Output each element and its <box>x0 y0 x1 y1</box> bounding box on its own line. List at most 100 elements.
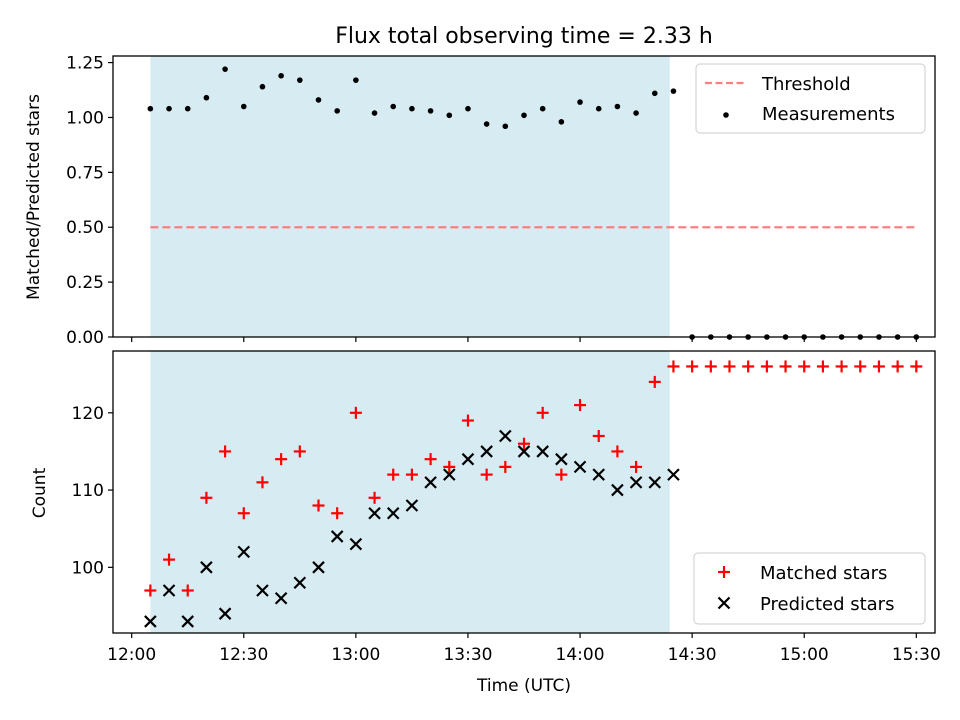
measurement-point <box>184 105 191 112</box>
predicted-star-point <box>629 476 643 489</box>
measurement-point <box>166 105 172 112</box>
measurements-legend-label: Measurements <box>762 104 895 125</box>
matched-star-point <box>742 360 755 373</box>
bottom-y-ticks: 100 110 120 <box>72 404 113 578</box>
matched-star-point <box>723 360 736 373</box>
measurement-point <box>595 105 602 112</box>
matched-star-points <box>144 360 923 597</box>
predicted-star-point <box>181 615 195 628</box>
predicted-star-point <box>162 584 176 597</box>
matched-star-point <box>592 429 605 442</box>
matched-star-point <box>424 453 437 466</box>
matched-star-point <box>854 360 867 373</box>
predicted-star-point <box>256 584 269 597</box>
matched-star-point <box>779 360 792 373</box>
measurement-point <box>222 66 228 72</box>
bottom-legend: Matched stars Predicted stars <box>693 552 926 625</box>
bottom-y-tick-label: 100 <box>72 558 104 578</box>
predicted-star-point <box>592 468 606 481</box>
matched-star-point <box>312 499 325 512</box>
matched-star-point <box>798 360 811 373</box>
predicted-star-point <box>274 591 288 605</box>
measurement-point <box>577 99 583 105</box>
predicted-star-point <box>293 576 307 590</box>
predicted-star-point <box>667 468 680 481</box>
matched-star-point <box>630 460 643 473</box>
matched-star-point <box>499 460 512 473</box>
top-y-tick-label: 0.75 <box>66 163 104 183</box>
measurement-point <box>297 77 303 83</box>
measurement-point <box>614 103 621 110</box>
predicted-star-point <box>312 561 325 574</box>
matched-star-point <box>181 584 194 597</box>
top-y-tick-label: 0.00 <box>66 328 104 348</box>
matched-star-point <box>237 507 250 520</box>
top-panel: 0.00 0.25 0.50 0.75 1.00 1.25 Matched/Predict… <box>24 54 936 348</box>
measurement-point <box>465 105 471 112</box>
bottom-x-tick-label: 12:30 <box>219 645 268 665</box>
predicted-star-points <box>144 429 680 628</box>
measurement-point <box>278 72 284 79</box>
matched-star-point <box>368 491 381 504</box>
bottom-x-tick-label: 15:00 <box>780 645 829 665</box>
top-y-tick-label: 1.25 <box>66 54 104 74</box>
matched-legend-marker <box>718 566 730 578</box>
chart-title: Flux total observing time = 2.33 h <box>335 24 713 49</box>
matched-star-point <box>835 360 848 373</box>
measurement-point <box>147 105 154 112</box>
predicted-star-point <box>144 615 157 628</box>
measurement-point <box>240 103 247 110</box>
matched-star-point <box>480 468 493 481</box>
matched-star-point <box>910 360 923 373</box>
matched-star-point <box>275 453 288 466</box>
predicted-legend-label: Predicted stars <box>760 594 894 615</box>
predicted-star-point <box>536 445 549 458</box>
matched-star-point <box>760 360 773 373</box>
predicted-star-point <box>368 506 381 520</box>
predicted-star-point <box>200 561 213 574</box>
bottom-x-tick-label: 14:30 <box>668 645 717 665</box>
matched-star-point <box>611 445 624 458</box>
matched-star-point <box>555 468 568 481</box>
measurement-point <box>446 112 453 119</box>
matched-star-point <box>293 445 306 458</box>
predicted-star-point <box>424 476 437 489</box>
bottom-x-ticks: 12:00 12:30 13:00 13:30 14:00 14:30 15:00 15:30 <box>107 633 941 665</box>
measurement-point <box>521 112 527 119</box>
top-legend: Threshold Measurements <box>695 63 926 134</box>
measurement-point <box>483 121 490 127</box>
measurement-point <box>633 110 639 116</box>
predicted-star-point <box>480 445 493 458</box>
matched-star-point <box>256 476 269 489</box>
measurement-point <box>427 108 434 114</box>
matched-star-point <box>163 553 176 566</box>
matched-star-point <box>872 360 885 373</box>
bottom-x-tick-label: 15:30 <box>892 645 941 665</box>
matched-star-point <box>518 437 530 450</box>
measurement-point <box>390 103 397 110</box>
matched-star-point <box>536 406 549 419</box>
x-axis-label: Time (UTC) <box>476 676 571 696</box>
bottom-legend-box <box>693 552 926 625</box>
threshold-legend-label: Threshold <box>761 74 851 95</box>
bottom-y-axis-label: Count <box>30 467 50 518</box>
bottom-x-tick-label: 13:30 <box>443 645 492 665</box>
measurement-point <box>315 97 322 103</box>
top-measurement-points <box>147 66 920 340</box>
top-y-ticks: 0.00 0.25 0.50 0.75 1.00 1.25 <box>66 54 113 348</box>
matched-star-point <box>461 414 474 427</box>
matched-star-point <box>574 399 587 412</box>
measurement-point <box>353 77 359 83</box>
top-y-tick-label: 1.00 <box>66 108 104 128</box>
matched-star-point <box>891 360 904 373</box>
predicted-star-point <box>611 483 624 497</box>
top-axes-frame <box>112 55 936 338</box>
matched-star-point <box>648 375 661 388</box>
top-y-axis-label: Matched/Predicted stars <box>24 94 44 300</box>
predicted-star-point <box>573 460 587 474</box>
predicted-star-point <box>386 506 400 520</box>
predicted-star-point <box>517 445 531 458</box>
measurement-point <box>651 90 658 97</box>
predicted-star-point <box>499 429 512 443</box>
